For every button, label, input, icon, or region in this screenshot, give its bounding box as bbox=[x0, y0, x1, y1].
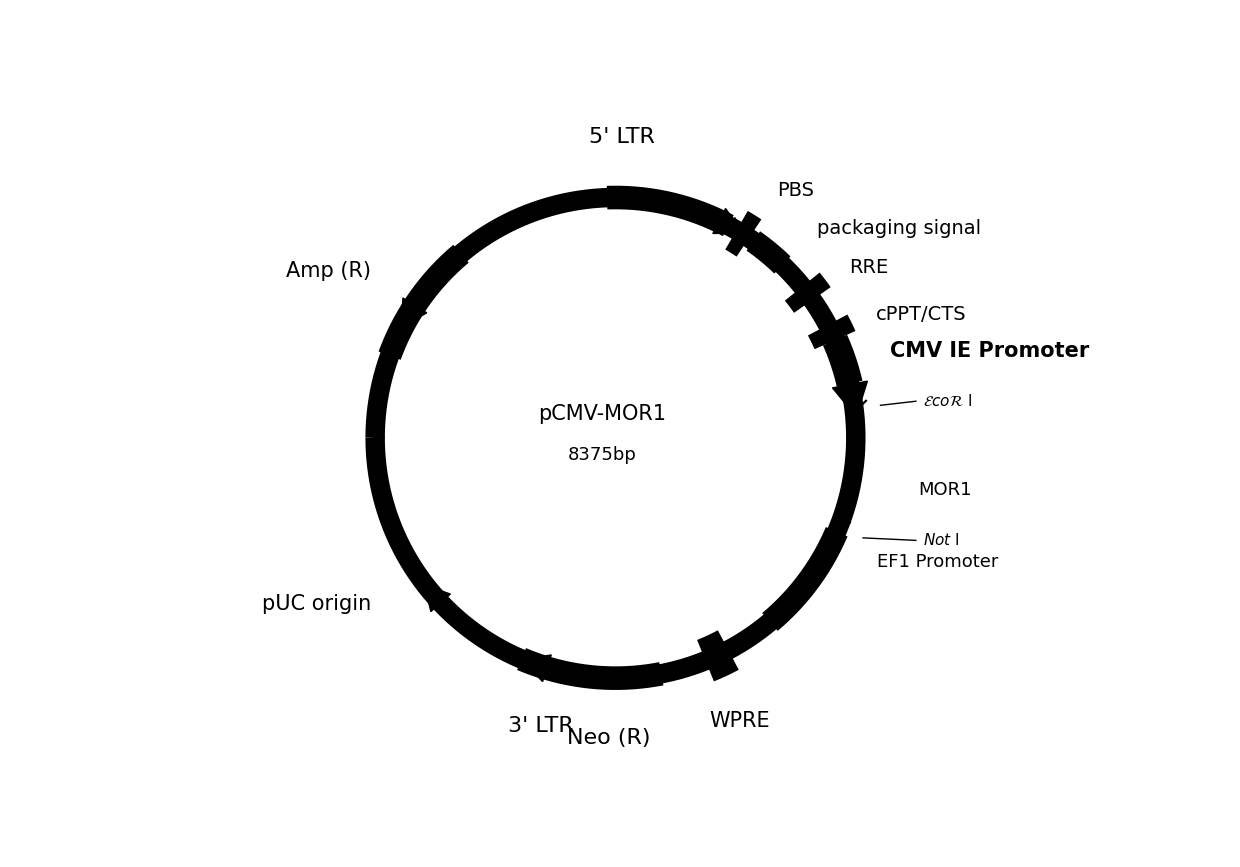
Text: Neo (R): Neo (R) bbox=[567, 728, 651, 748]
Polygon shape bbox=[713, 208, 743, 233]
Text: PBS: PBS bbox=[776, 181, 813, 200]
Polygon shape bbox=[832, 381, 867, 417]
Text: Amp (R): Amp (R) bbox=[286, 261, 371, 281]
Text: CMV IE Promoter: CMV IE Promoter bbox=[890, 341, 1089, 361]
Text: MOR1: MOR1 bbox=[918, 481, 971, 499]
Text: RRE: RRE bbox=[848, 257, 888, 277]
Text: WPRE: WPRE bbox=[709, 711, 770, 731]
Text: $\mathcal{E}$$\mathit{co}$$\mathcal{R}$ I: $\mathcal{E}$$\mathit{co}$$\mathcal{R}$ … bbox=[923, 394, 971, 409]
Text: pCMV-MOR1: pCMV-MOR1 bbox=[538, 405, 666, 425]
Text: EF1 Promoter: EF1 Promoter bbox=[877, 553, 998, 571]
Polygon shape bbox=[522, 655, 552, 681]
Text: $\mathit{Not}$ I: $\mathit{Not}$ I bbox=[923, 532, 959, 548]
Polygon shape bbox=[401, 298, 427, 328]
Text: cPPT/CTS: cPPT/CTS bbox=[875, 304, 967, 323]
Text: pUC origin: pUC origin bbox=[262, 595, 371, 615]
Text: 5' LTR: 5' LTR bbox=[589, 127, 655, 147]
Text: packaging signal: packaging signal bbox=[817, 219, 981, 238]
Text: 8375bp: 8375bp bbox=[568, 446, 636, 464]
Polygon shape bbox=[424, 584, 450, 611]
Text: 3' LTR: 3' LTR bbox=[507, 716, 573, 736]
